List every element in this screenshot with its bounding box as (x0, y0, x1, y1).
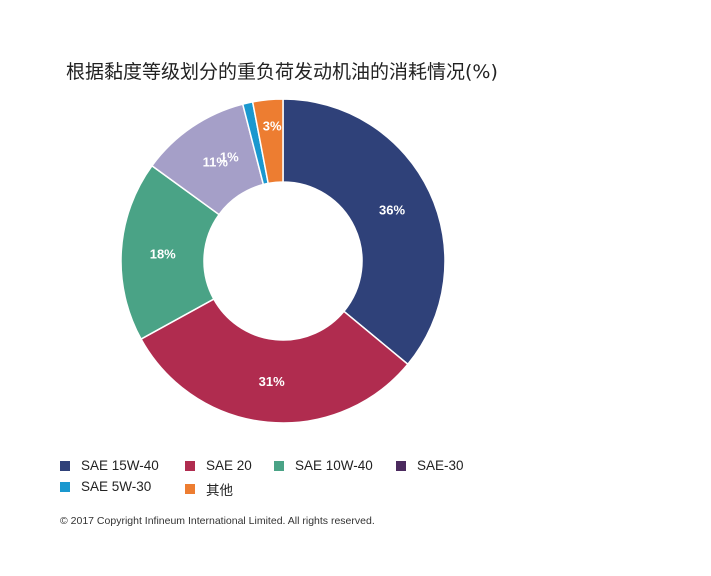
legend-swatch (60, 481, 70, 492)
legend-item-sae-15w-40: SAE 15W-40 (60, 458, 159, 473)
legend-item-sae-30: SAE-30 (396, 458, 464, 473)
donut-slice-- (251, 98, 284, 185)
legend-swatch (185, 460, 195, 471)
donut-slice-sae-10w-40 (120, 164, 221, 341)
legend-label: SAE 20 (206, 458, 252, 473)
legend-label: SAE 5W-30 (81, 479, 152, 494)
donut-data-labels: 36% 31% 18% 11%1% 3% (150, 119, 406, 389)
data-label: 18% (150, 246, 176, 261)
legend-swatch (396, 460, 406, 471)
donut-slice-sae-15w-40 (282, 98, 446, 366)
data-label: 11% (203, 154, 229, 169)
data-label: 36% (379, 203, 405, 218)
legend-swatch (185, 484, 195, 494)
legend-label: 其他 (206, 483, 233, 498)
donut-slice-sae-20 (140, 298, 409, 424)
legend-label: SAE-30 (417, 458, 464, 473)
legend-item-sae-10w-40: SAE 10W-40 (274, 458, 373, 473)
legend-item-sae-20: SAE 20 (185, 458, 252, 473)
legend-swatch (60, 460, 70, 471)
copyright-notice: © 2017 Copyright Infineum International … (60, 515, 375, 527)
legend-swatch (274, 460, 284, 471)
legend-item-other: 其他 (185, 479, 233, 499)
legend-item-sae-5w-30: SAE 5W-30 (60, 479, 151, 494)
data-label: 3% (263, 119, 282, 134)
data-label: 31% (259, 374, 285, 389)
legend-label: SAE 15W-40 (81, 458, 159, 473)
donut-slices (120, 98, 446, 424)
data-label: 1% (220, 149, 239, 164)
chart-title: 根据黏度等级划分的重负荷发动机油的消耗情况(%) (66, 61, 498, 83)
legend-label: SAE 10W-40 (295, 458, 373, 473)
